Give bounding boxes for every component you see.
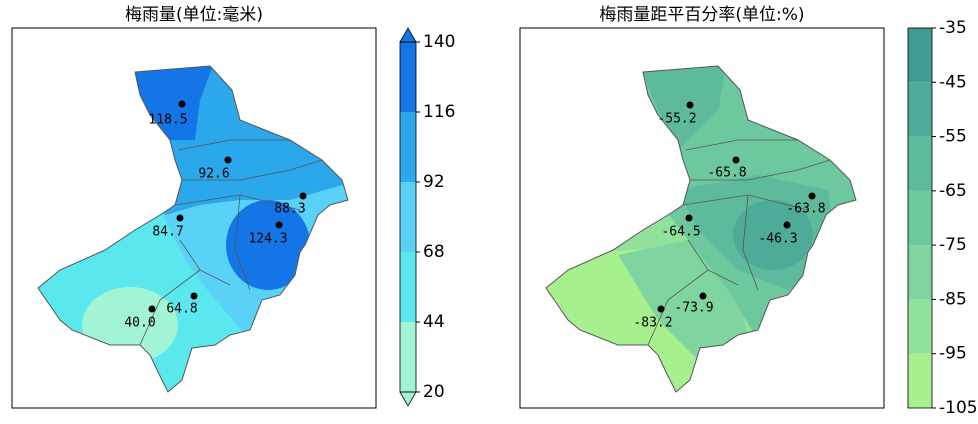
- colorbar-band: [908, 245, 932, 300]
- colorbar-band: [908, 353, 932, 408]
- map-panel: 梅雨量(单位:毫米) 118.5 92.6 88.3 84.7 124.3 64.8 40.…: [11, 5, 377, 409]
- county-border: [647, 139, 831, 346]
- station-dot: [299, 192, 307, 200]
- station-dot: [190, 292, 198, 300]
- station-label: -83.2: [633, 316, 672, 331]
- colorbar-tick-label: 140: [423, 32, 455, 52]
- station-label: 124.3: [248, 232, 287, 247]
- station-label: 92.6: [198, 167, 229, 182]
- colorbar-band: [400, 252, 416, 322]
- colorbar-frame: [907, 27, 933, 409]
- station-dot: [699, 292, 707, 300]
- station-dot: [176, 214, 184, 222]
- colorbar-band: [908, 299, 932, 354]
- map-title: 梅雨量(单位:毫米): [125, 5, 263, 25]
- station-dot: [808, 192, 816, 200]
- station-dot: [685, 214, 693, 222]
- station-label: -73.9: [674, 301, 713, 316]
- station-label: 84.7: [152, 225, 183, 240]
- station-label: -65.8: [707, 166, 746, 181]
- colorbar-tick-label: -85: [939, 289, 967, 309]
- contour-fill: [546, 66, 856, 392]
- station-dot: [275, 221, 283, 229]
- colorbar-tick-label: -95: [939, 344, 967, 364]
- station-label: 64.8: [166, 302, 197, 317]
- map-frame: [519, 27, 885, 409]
- colorbar-band: [908, 82, 932, 137]
- county-border: [139, 139, 323, 346]
- colorbar-tick-label: 68: [423, 242, 445, 262]
- colorbar-extend: [399, 391, 417, 407]
- station-dot: [686, 101, 694, 109]
- station-dot: [148, 305, 156, 313]
- colorbar-tick-label: -105: [939, 398, 978, 418]
- colorbar-tick-label: -55: [939, 127, 967, 147]
- colorbar-frame: [399, 41, 417, 393]
- station-label: 88.3: [274, 202, 305, 217]
- colorbar-tick-label: 44: [423, 312, 445, 332]
- station-dot: [178, 100, 186, 108]
- colorbar-band: [400, 322, 416, 392]
- station-label: -46.3: [758, 232, 797, 247]
- station-dot: [657, 305, 665, 313]
- map-title: 梅雨量距平百分率(单位:%): [599, 5, 804, 25]
- colorbar-tick-label: -35: [939, 18, 967, 38]
- colorbar-band: [908, 190, 932, 246]
- map-frame: [11, 27, 377, 409]
- station-label: 40.0: [124, 316, 155, 331]
- colorbar-tick-label: 116: [423, 102, 455, 122]
- station-dot: [732, 156, 740, 164]
- colorbar-extend: [399, 27, 417, 43]
- colorbar-band: [400, 42, 416, 112]
- station-label: -63.8: [786, 202, 825, 217]
- map-panel: 梅雨量距平百分率(单位:%) -55.2 -65.8 -63.8 -64.5 -46.3…: [519, 5, 885, 409]
- station-label: -64.5: [661, 225, 700, 240]
- station-label: -55.2: [657, 112, 696, 127]
- station-dot: [224, 156, 232, 164]
- colorbar-tick-label: -65: [939, 181, 967, 201]
- colorbar-tick-label: -75: [939, 235, 967, 255]
- colorbar-tick-label: 92: [423, 172, 445, 192]
- contour-fill: [38, 66, 348, 392]
- colorbar-band: [400, 182, 416, 252]
- colorbar-tick-label: 20: [423, 382, 445, 402]
- colorbar-band: [908, 136, 932, 191]
- station-dot: [783, 221, 791, 229]
- colorbar-band: [400, 112, 416, 182]
- colorbar-tick-label: -45: [939, 72, 967, 92]
- colorbar-band: [908, 28, 932, 83]
- station-label: 118.5: [148, 113, 187, 128]
